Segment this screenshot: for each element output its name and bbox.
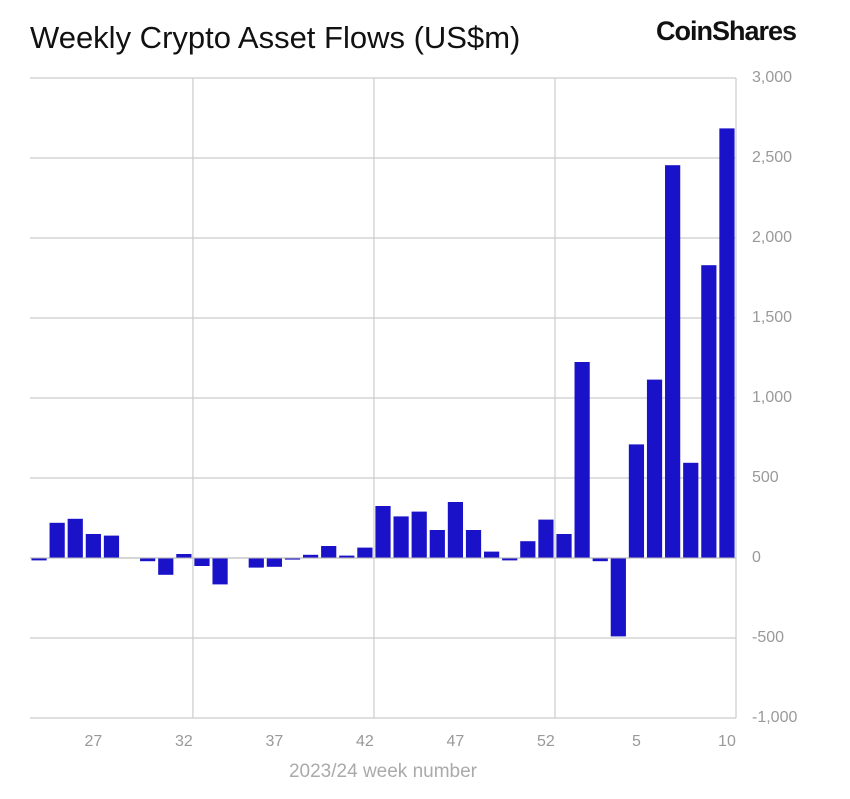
bar xyxy=(719,128,735,558)
y-tick-label: 1,000 xyxy=(752,389,792,406)
bar xyxy=(628,444,645,558)
bar xyxy=(610,558,626,637)
bar xyxy=(393,516,409,558)
bar xyxy=(158,558,174,575)
bar xyxy=(465,530,482,558)
bar xyxy=(103,535,120,558)
bar xyxy=(701,265,717,558)
bar xyxy=(592,558,608,562)
x-tick-label: 27 xyxy=(84,733,102,750)
bar xyxy=(321,546,337,558)
x-tick-label: 47 xyxy=(447,733,465,750)
bar xyxy=(411,511,427,558)
y-tick-label: 2,000 xyxy=(752,229,792,246)
bar xyxy=(574,362,590,558)
y-tick-label: -500 xyxy=(752,629,784,646)
bar xyxy=(646,379,663,558)
bar xyxy=(31,558,47,561)
bar xyxy=(429,530,445,558)
bar xyxy=(49,522,65,558)
bar xyxy=(375,506,391,558)
bar xyxy=(67,518,83,558)
x-tick-label: 10 xyxy=(718,733,736,750)
bar xyxy=(85,534,101,558)
bar xyxy=(266,558,282,567)
bar xyxy=(140,558,156,562)
bar xyxy=(447,502,464,558)
x-axis-label: 2023/24 week number xyxy=(289,761,478,782)
bar xyxy=(484,551,500,558)
bar xyxy=(339,555,355,558)
x-tick-label: 42 xyxy=(356,733,374,750)
bar xyxy=(212,558,228,585)
chart-title: Weekly Crypto Asset Flows (US$m) xyxy=(30,20,520,55)
y-tick-label: 0 xyxy=(752,549,761,566)
x-tick-label: 52 xyxy=(537,733,555,750)
x-tick-label: 37 xyxy=(265,733,283,750)
bar xyxy=(665,165,681,558)
bar xyxy=(248,558,264,568)
y-tick-label: 1,500 xyxy=(752,309,792,326)
bar xyxy=(176,554,192,558)
bar xyxy=(502,558,518,561)
bar xyxy=(357,547,373,558)
bar xyxy=(520,541,536,558)
x-tick-label: 5 xyxy=(632,733,641,750)
brand-logo: CoinShares xyxy=(656,16,796,46)
bar xyxy=(302,554,319,558)
x-tick-label: 32 xyxy=(175,733,193,750)
y-tick-label: 500 xyxy=(752,469,779,486)
bar xyxy=(284,558,301,560)
bar xyxy=(556,534,572,558)
bar xyxy=(538,519,554,558)
bar xyxy=(194,558,210,566)
y-tick-label: 2,500 xyxy=(752,149,792,166)
bar xyxy=(683,462,699,558)
y-tick-label: 3,000 xyxy=(752,69,792,86)
y-tick-label: -1,000 xyxy=(752,709,797,726)
